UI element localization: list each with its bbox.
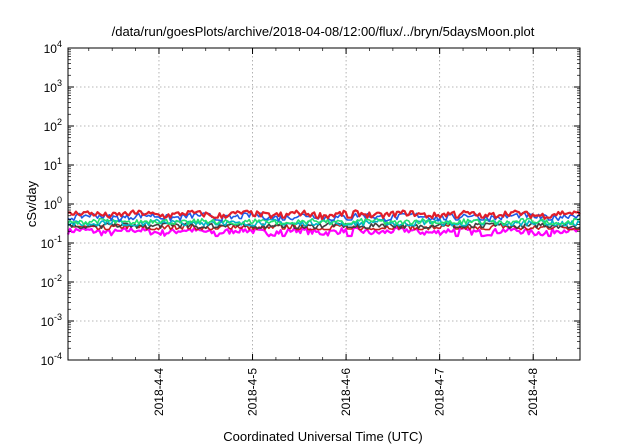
y-tick-label: 100 xyxy=(44,195,62,212)
x-tick-label: 2018-4-8 xyxy=(526,368,540,416)
y-tick-label: 10-4 xyxy=(41,351,62,368)
series-line xyxy=(66,226,581,238)
chart-title: /data/run/goesPlots/archive/2018-04-08/1… xyxy=(112,24,535,39)
grid-lines xyxy=(68,48,580,360)
y-tick-label: 10-1 xyxy=(41,234,62,251)
y-tick-labels: 10-4 10-3 10-2 10-1 100 101 102 103 104 xyxy=(41,39,62,368)
y-tick-label: 10-2 xyxy=(41,273,62,290)
series-line xyxy=(67,222,581,229)
x-tick-label: 2018-4-5 xyxy=(246,368,260,416)
x-tick-label: 2018-4-7 xyxy=(433,368,447,416)
data-series xyxy=(66,209,581,238)
y-tick-label: 104 xyxy=(44,39,62,56)
y-axis-label: cSv/day xyxy=(24,180,39,227)
y-tick-label: 101 xyxy=(44,156,62,173)
x-tick-label: 2018-4-6 xyxy=(339,368,353,416)
x-tick-label: 2018-4-4 xyxy=(152,368,166,416)
y-tick-label: 103 xyxy=(44,78,62,95)
series-line xyxy=(67,209,581,221)
x-axis-label: Coordinated Universal Time (UTC) xyxy=(223,429,422,444)
series-line xyxy=(67,211,581,223)
y-tick-label: 102 xyxy=(44,117,62,134)
y-tick-label: 10-3 xyxy=(41,312,62,329)
axis-ticks xyxy=(68,47,580,361)
x-tick-labels: 2018-4-4 2018-4-5 2018-4-6 2018-4-7 2018-4-8 xyxy=(152,368,540,416)
